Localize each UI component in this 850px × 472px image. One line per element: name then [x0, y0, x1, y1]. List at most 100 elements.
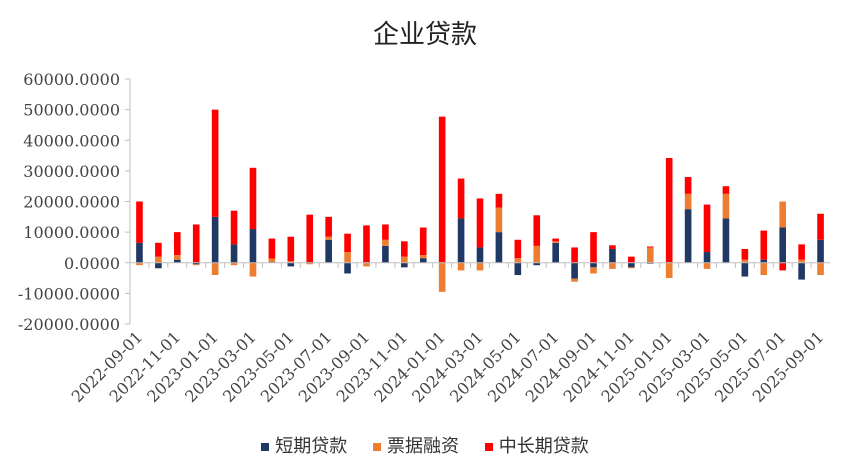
bar-segment-long-term [571, 247, 578, 263]
bar-segment-short-term [590, 262, 597, 268]
y-tick-label: 20000.0000 [23, 193, 120, 212]
bar-segment-bill-financing [211, 262, 219, 275]
bar-segment-short-term [211, 216, 219, 263]
bar-segment-long-term [722, 186, 730, 194]
bar-segment-bill-financing [268, 258, 276, 263]
bar-segment-short-term [495, 232, 503, 263]
bar-segment-long-term [173, 232, 181, 256]
bar-segment-short-term [136, 242, 143, 263]
bar-segment-bill-financing [287, 261, 295, 263]
bar-segment-bill-financing [722, 193, 730, 219]
bar-segment-long-term [741, 248, 749, 260]
bar-segment-bill-financing [646, 247, 654, 263]
bar-segment-bill-financing [514, 258, 522, 263]
bar-segment-long-term [457, 178, 465, 219]
legend-item-long-term: 中长期贷款 [484, 432, 589, 458]
bar-segment-long-term [438, 116, 446, 263]
bar-segment-bill-financing [533, 245, 541, 263]
bar-segment-long-term [552, 238, 559, 242]
bar-segment-bill-financing [609, 262, 616, 269]
bar-segment-long-term [760, 230, 768, 260]
bar-segment-short-term [173, 259, 181, 263]
legend-swatch-long-term [484, 443, 493, 451]
y-tick-label: 30000.0000 [23, 162, 120, 181]
bar-segment-short-term [817, 239, 824, 263]
bar-segment-bill-financing [817, 262, 824, 275]
bar-segment-bill-financing [344, 252, 351, 263]
bar-segment-short-term [703, 252, 711, 263]
legend-item-short-term: 短期贷款 [261, 432, 347, 458]
y-tick-label: -20000.0000 [18, 315, 120, 334]
bar-segment-short-term [741, 262, 749, 277]
bar-segment-long-term [344, 233, 351, 253]
bar-segment-long-term [817, 213, 824, 240]
bar-segment-bill-financing [249, 262, 257, 277]
bar-segment-long-term [419, 227, 427, 256]
legend-label-long-term: 中长期贷款 [498, 436, 589, 457]
bar-segment-short-term [552, 242, 559, 263]
bar-segment-bill-financing [665, 262, 673, 279]
bar-segment-bill-financing [590, 267, 597, 274]
y-tick-label: 10000.0000 [23, 223, 120, 242]
bar-segment-short-term [155, 262, 162, 269]
bar-segment-bill-financing [760, 262, 768, 275]
bar-segment-long-term [211, 109, 219, 217]
bar-segment-short-term [344, 262, 351, 274]
bar-segment-long-term [514, 239, 522, 259]
bar-segment-bill-financing [495, 207, 503, 233]
y-tick-label: -10000.0000 [18, 284, 120, 303]
bar-segment-short-term [628, 262, 635, 268]
bar-segment-long-term [382, 224, 389, 240]
bar-segment-short-term [230, 244, 238, 263]
bar-segment-short-term [192, 262, 200, 265]
bar-segment-long-term [646, 246, 654, 248]
bar-segment-long-term [325, 216, 332, 237]
bar-segment-bill-financing [382, 239, 389, 246]
bar-segment-long-term [155, 242, 162, 257]
bar-segment-bill-financing [798, 259, 805, 263]
bar-segment-long-term [665, 158, 673, 263]
bar-segment-short-term [401, 262, 408, 268]
bar-segment-bill-financing [457, 262, 465, 271]
bar-segment-short-term [779, 227, 787, 263]
bar-segment-short-term [514, 262, 522, 275]
bar-segment-long-term [495, 193, 503, 208]
bar-segment-short-term [571, 262, 578, 279]
bar-segment-long-term [779, 262, 787, 271]
bar-segment-long-term [628, 256, 635, 263]
bar-segment-short-term [419, 258, 427, 263]
bar-segment-short-term [609, 248, 616, 263]
bar-segment-long-term [363, 225, 370, 263]
bar-segment-short-term [325, 239, 332, 263]
bar-segment-short-term [684, 209, 692, 263]
bar-segment-long-term [287, 236, 295, 262]
bar-segment-bill-financing [419, 255, 427, 259]
chart-title: 企业贷款 [372, 20, 477, 50]
y-tick-label: 60000.0000 [23, 70, 120, 89]
bar-segment-long-term [533, 215, 541, 246]
bar-segment-long-term [798, 244, 805, 260]
bar-segment-long-term [192, 224, 200, 263]
legend-swatch-bill-financing [373, 443, 381, 451]
bar-segment-bill-financing [703, 262, 711, 269]
bar-segment-bill-financing [741, 259, 749, 263]
bar-segment-bill-financing [192, 264, 200, 266]
bar-segment-bill-financing [438, 262, 446, 292]
bar-segment-bill-financing [779, 201, 787, 228]
bar-segment-bill-financing [476, 262, 484, 271]
bar-segment-short-term [476, 247, 484, 263]
bar-segment-long-term [306, 214, 314, 263]
bar-segment-bill-financing [155, 256, 162, 263]
bar-segment-long-term [401, 241, 408, 257]
y-tick-label: 0.0000 [64, 254, 120, 273]
bar-segment-long-term [684, 177, 692, 194]
bar-segment-long-term [249, 167, 257, 230]
bar-segment-long-term [590, 232, 597, 263]
legend-item-bill-financing: 票据融资 [373, 432, 459, 458]
bar-segment-short-term [382, 245, 389, 263]
bar-segment-bill-financing [571, 278, 578, 282]
bar-segment-short-term [533, 262, 541, 266]
legend-label-bill-financing: 票据融资 [387, 436, 459, 457]
bar-segment-bill-financing [552, 241, 559, 243]
